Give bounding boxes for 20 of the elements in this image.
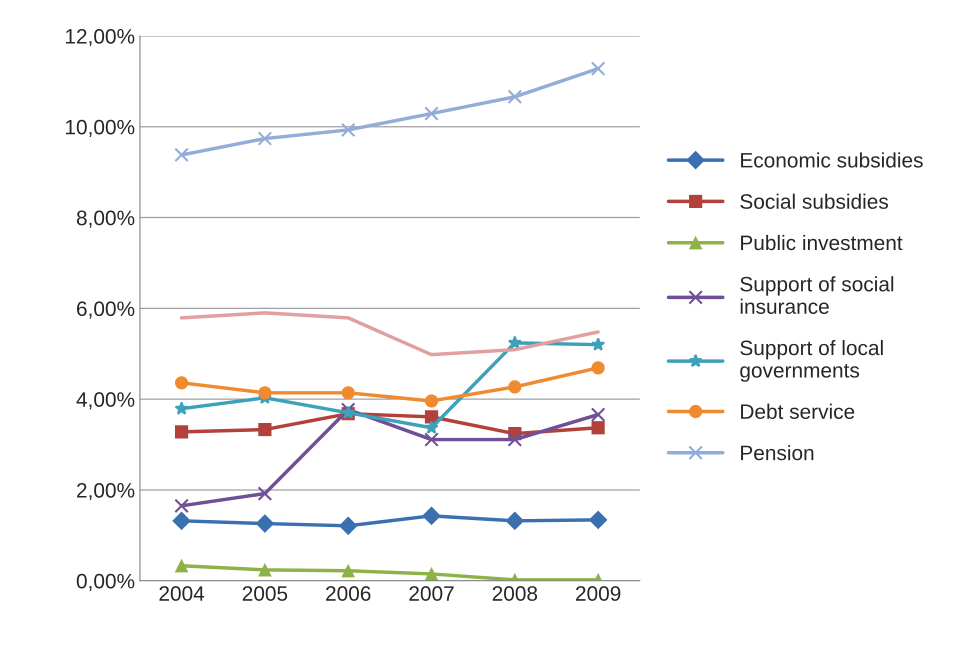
- x-tick-label: 2006: [326, 586, 370, 601]
- x-tick-label: 2008: [492, 586, 538, 601]
- x-tick-label: 2009: [576, 586, 620, 601]
- y-tick-label: 6,00%: [77, 301, 134, 319]
- legend-label: Economic subsidies: [741, 152, 923, 168]
- x-tick-label: 2007: [409, 586, 454, 601]
- x-tick-label: 2004: [159, 586, 204, 601]
- legend-label: Public investment: [741, 234, 902, 250]
- y-tick-label: 2,00%: [77, 482, 134, 500]
- x-tick-label: 2005: [242, 586, 288, 601]
- legend-label: Support of social insurance: [740, 276, 894, 314]
- y-tick-label: 8,00%: [76, 210, 134, 228]
- legend-label: Debt service: [741, 404, 854, 419]
- legend-label: Social subsidies: [740, 194, 888, 209]
- legend-label: Pension: [741, 444, 814, 460]
- y-tick-label: 10,00%: [66, 120, 134, 137]
- y-tick-label: 0,00%: [76, 574, 134, 591]
- legend-label: Support of local governments: [740, 340, 883, 382]
- y-tick-label: 12,00%: [66, 28, 134, 46]
- y-tick-label: 4,00%: [76, 392, 134, 410]
